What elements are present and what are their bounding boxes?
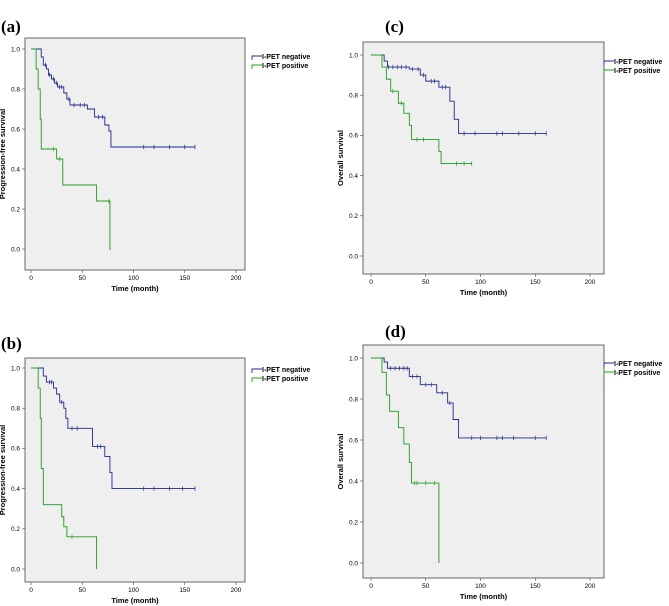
- y-tick-label: 0.0: [349, 253, 358, 260]
- y-tick-label: 0.2: [349, 213, 358, 220]
- x-tick-label: 50: [422, 583, 430, 590]
- y-tick-label: 0.2: [11, 206, 20, 213]
- y-axis-title: Overall survival: [336, 130, 345, 186]
- legend-label-1: I-PET positive: [262, 376, 308, 383]
- x-tick-label: 0: [29, 275, 33, 282]
- x-tick-label: 150: [530, 279, 541, 286]
- y-tick-label: 0.4: [11, 166, 20, 173]
- y-tick-label: 0.8: [11, 406, 20, 413]
- y-axis-title: Progression-free survival: [0, 109, 7, 199]
- x-axis-title: Time (month): [460, 288, 508, 297]
- plot-area: [362, 41, 605, 275]
- x-tick-label: 150: [179, 275, 190, 282]
- x-tick-label: 200: [231, 275, 242, 282]
- x-tick-label: 100: [475, 583, 486, 590]
- plot-area: [24, 357, 246, 583]
- x-axis-title: Time (month): [460, 592, 508, 601]
- legend-swatch-0: [251, 368, 262, 373]
- legend-swatch-1: [251, 377, 262, 382]
- panel-letter: (b): [1, 334, 22, 353]
- y-tick-label: 0.2: [11, 526, 20, 533]
- x-tick-label: 100: [128, 587, 139, 594]
- x-tick-label: 200: [231, 587, 242, 594]
- y-tick-label: 0.0: [349, 560, 358, 567]
- x-tick-label: 100: [128, 275, 139, 282]
- series-line-0: [31, 48, 195, 148]
- x-tick-label: 0: [369, 583, 373, 590]
- legend-label-1: I-PET positive: [614, 68, 660, 75]
- chart-panel-3: (d) 0.0 0.2 0.4 0.6 0.8 1.0 0 50 100 150 200 Time (m…: [336, 322, 662, 601]
- legend-label-1: I-PET positive: [614, 370, 660, 377]
- x-axis-title: Time (month): [111, 596, 159, 605]
- y-tick-label: 0.8: [349, 93, 358, 100]
- legend-label-0: I-PET negative: [614, 361, 662, 368]
- x-tick-label: 0: [29, 587, 33, 594]
- y-axis-title: Overall survival: [336, 434, 345, 490]
- panel-letter: (c): [385, 17, 404, 36]
- plot-area: [24, 37, 246, 271]
- y-tick-label: 0.6: [11, 446, 20, 453]
- panel-letter: (d): [385, 322, 406, 341]
- y-tick-label: 1.0: [11, 46, 20, 53]
- chart-panel-2: (b) 0.0 0.2 0.4 0.6 0.8 1.0 0 50 100 150 200 Time (m…: [0, 334, 310, 605]
- x-tick-label: 200: [585, 583, 596, 590]
- x-tick-label: 100: [475, 279, 486, 286]
- y-tick-label: 1.0: [349, 355, 358, 362]
- y-tick-label: 1.0: [11, 365, 20, 372]
- x-tick-label: 150: [179, 587, 190, 594]
- y-tick-label: 0.6: [349, 437, 358, 444]
- series-line-0: [371, 357, 547, 439]
- legend-label-0: I-PET negative: [262, 54, 310, 61]
- x-tick-label: 150: [530, 583, 541, 590]
- y-tick-label: 0.0: [11, 246, 20, 253]
- legend-swatch-0: [603, 60, 614, 65]
- y-tick-label: 0.2: [349, 519, 358, 526]
- plot-area: [362, 344, 605, 579]
- y-tick-label: 1.0: [349, 52, 358, 59]
- series-line-1: [371, 54, 472, 164]
- series-line-1: [371, 357, 440, 563]
- y-tick-label: 0.6: [11, 126, 20, 133]
- chart-panel-0: (a) 0.0 0.2 0.4 0.6 0.8 1.0 0 50 100 150 200 Time (m…: [0, 17, 310, 293]
- x-tick-label: 200: [585, 279, 596, 286]
- legend-label-1: I-PET positive: [262, 63, 308, 70]
- x-tick-label: 50: [79, 275, 87, 282]
- y-tick-label: 0.4: [11, 486, 20, 493]
- y-tick-label: 0.8: [11, 86, 20, 93]
- series-line-1: [31, 367, 98, 569]
- legend-swatch-0: [603, 362, 614, 367]
- y-tick-label: 0.4: [349, 173, 358, 180]
- chart-panel-1: (c) 0.0 0.2 0.4 0.6 0.8 1.0 0 50 100 150 200 Time (m…: [336, 17, 662, 297]
- legend-swatch-1: [603, 69, 614, 74]
- legend-swatch-0: [251, 55, 262, 60]
- y-tick-label: 0.6: [349, 133, 358, 140]
- x-tick-label: 50: [422, 279, 430, 286]
- x-axis-title: Time (month): [111, 284, 159, 293]
- legend-swatch-1: [251, 64, 262, 69]
- legend-label-0: I-PET negative: [614, 59, 662, 66]
- y-tick-label: 0.4: [349, 478, 358, 485]
- y-tick-label: 0.8: [349, 396, 358, 403]
- panel-letter: (a): [1, 17, 21, 36]
- series-line-1: [31, 48, 111, 250]
- y-axis-title: Progression-free survival: [0, 425, 7, 515]
- x-tick-label: 50: [79, 587, 87, 594]
- series-line-0: [31, 367, 195, 490]
- x-tick-label: 0: [369, 279, 373, 286]
- series-line-0: [371, 54, 547, 134]
- legend-swatch-1: [603, 371, 614, 376]
- y-tick-label: 0.0: [11, 566, 20, 573]
- legend-label-0: I-PET negative: [262, 367, 310, 374]
